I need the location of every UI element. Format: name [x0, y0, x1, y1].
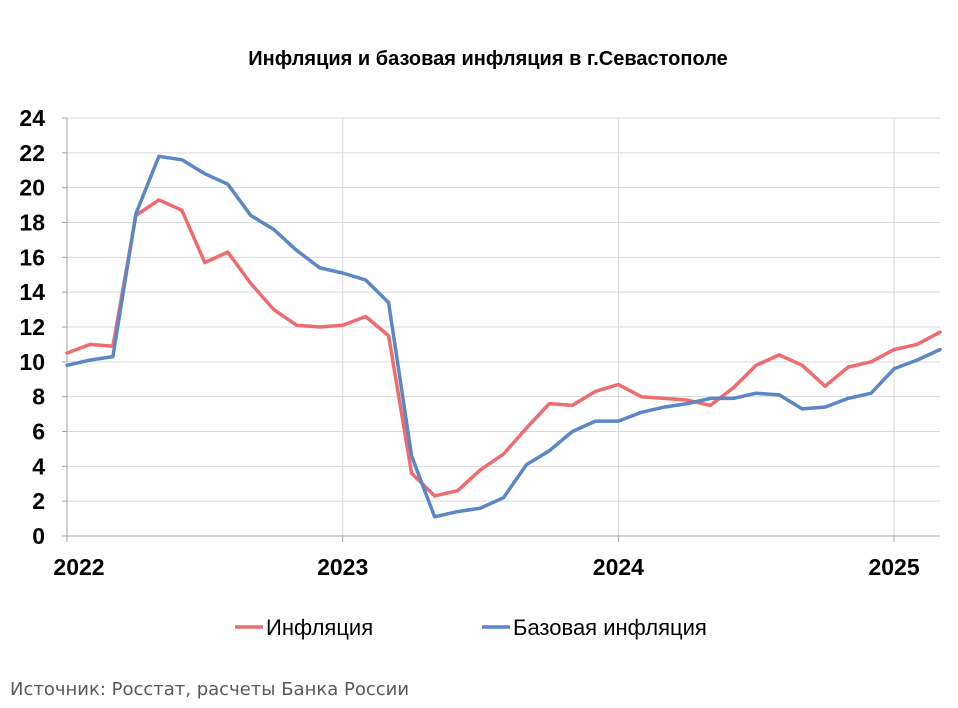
- y-tick-label: 12: [19, 314, 45, 340]
- chart-title: Инфляция и базовая инфляция в г.Севастоп…: [248, 48, 728, 70]
- legend-label-1: Инфляция: [266, 615, 373, 640]
- x-tick-label: 2025: [868, 554, 919, 580]
- y-tick-label: 4: [32, 453, 45, 479]
- legend: Инфляция Базовая инфляция: [235, 615, 707, 640]
- x-tick-label: 2024: [593, 554, 644, 580]
- legend-label-2: Базовая инфляция: [513, 615, 707, 640]
- y-tick-label: 18: [19, 210, 45, 236]
- y-tick-label: 10: [19, 349, 45, 375]
- x-tick-label: 2022: [53, 554, 104, 580]
- y-tick-label: 22: [19, 140, 45, 166]
- y-tick-label: 8: [32, 384, 45, 410]
- y-tick-label: 16: [19, 244, 45, 270]
- series-line-2: [65, 154, 942, 519]
- y-tick-label: 24: [19, 105, 45, 131]
- x-tick-label: 2023: [317, 554, 368, 580]
- grid: [67, 117, 940, 536]
- y-tick-label: 20: [19, 175, 45, 201]
- y-tick-label: 2: [32, 488, 45, 514]
- source-note: Источник: Росстат, расчеты Банка России: [10, 679, 410, 700]
- y-tick-label: 0: [32, 523, 45, 549]
- series: [65, 154, 942, 519]
- y-tick-label: 14: [19, 279, 45, 305]
- series-line-1: [65, 198, 942, 498]
- y-tick-label: 6: [32, 419, 45, 445]
